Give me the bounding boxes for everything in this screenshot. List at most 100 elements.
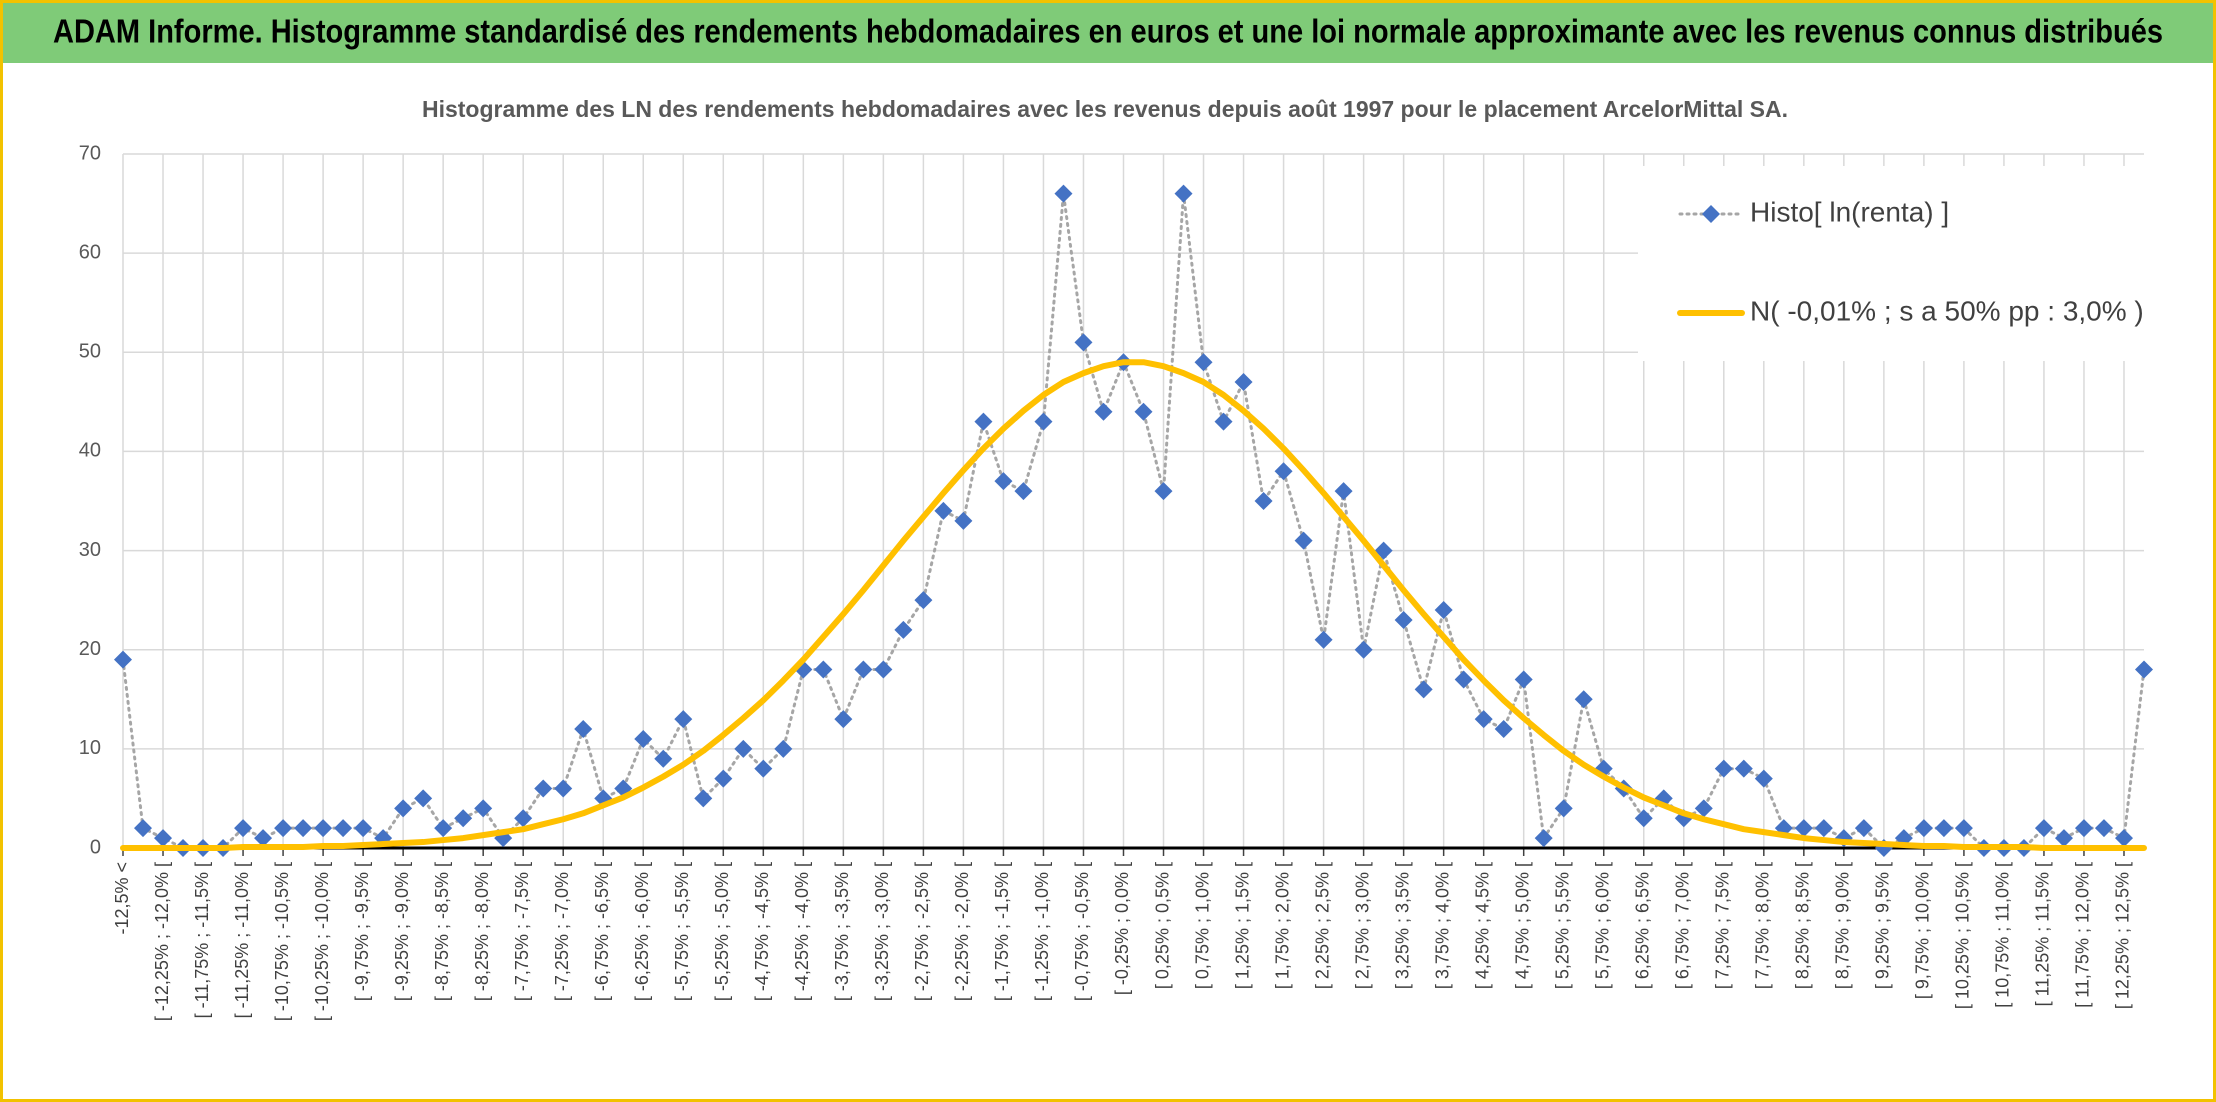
data-point	[1234, 373, 1253, 392]
legend-marker	[1702, 205, 1720, 223]
data-point	[1334, 482, 1353, 501]
x-tick-label: -12,5% <	[112, 862, 132, 935]
x-tick-label: [ 1,75% ; 2,0% [	[1272, 862, 1292, 989]
x-tick-label: [ -10,25% ; -10,0% [	[312, 862, 332, 1021]
data-point	[1014, 482, 1033, 501]
y-tick-label: 10	[79, 737, 101, 759]
x-tick-label: [ 8,25% ; 8,5% [	[1793, 862, 1813, 989]
data-point	[1034, 412, 1053, 431]
x-tick-label: [ -3,75% ; -3,5% [	[832, 862, 852, 1001]
x-tick-label: [ 3,75% ; 4,0% [	[1432, 862, 1452, 989]
x-tick-label: [ 11,75% ; 12,0% [	[2073, 862, 2093, 1008]
data-point	[1854, 819, 1873, 838]
data-point	[154, 829, 173, 848]
data-point	[1474, 710, 1493, 729]
x-tick-label: [ -6,75% ; -6,5% [	[592, 862, 612, 1001]
data-point	[974, 412, 993, 431]
data-point	[294, 819, 313, 838]
y-tick-label: 50	[79, 341, 101, 363]
data-point	[1154, 482, 1173, 501]
y-tick-label: 40	[79, 440, 101, 462]
x-tick-label: [ -12,25% ; -12,0% [	[152, 862, 172, 1021]
data-point	[874, 660, 893, 679]
data-point	[894, 620, 913, 639]
x-tick-label: [ -11,75% ; -11,5% [	[192, 862, 212, 1018]
data-point	[634, 729, 653, 748]
data-point	[2054, 829, 2073, 848]
x-tick-label: [ 4,75% ; 5,0% [	[1512, 862, 1532, 989]
x-tick-label: [ -6,25% ; -6,0% [	[632, 862, 652, 1001]
x-tick-label: [ 10,25% ; 10,5% [	[1953, 862, 1973, 1009]
data-point	[1694, 799, 1713, 818]
x-tick-label: [ 9,25% ; 9,5% [	[1873, 862, 1893, 989]
data-point	[554, 779, 573, 798]
y-tick-label: 20	[79, 638, 101, 660]
data-point	[834, 710, 853, 729]
x-tick-label: [ 2,25% ; 2,5% [	[1312, 862, 1332, 989]
data-point	[1434, 601, 1453, 620]
data-point	[1934, 819, 1953, 838]
data-point	[694, 789, 713, 808]
title-banner	[3, 3, 2213, 63]
data-point	[1294, 531, 1313, 550]
x-tick-label: [ 0,75% ; 1,0% [	[1192, 862, 1212, 989]
data-point	[734, 739, 753, 758]
legend-label: N( -0,01% ; s a 50% pp : 3,0% )	[1750, 295, 2144, 326]
data-point	[114, 650, 132, 669]
x-tick-label: [ 6,25% ; 6,5% [	[1633, 862, 1653, 989]
data-point	[434, 819, 453, 838]
data-point	[934, 501, 953, 520]
data-point	[414, 789, 433, 808]
x-tick-label: [ -7,75% ; -7,5% [	[512, 862, 532, 1001]
data-point	[534, 779, 553, 798]
x-tick-label: [ 11,25% ; 11,5% [	[2033, 862, 2053, 1006]
data-point	[1534, 829, 1553, 848]
x-tick-label: [ -5,75% ; -5,5% [	[672, 862, 692, 1001]
x-tick-label: [ -5,25% ; -5,0% [	[712, 862, 732, 1001]
data-point	[334, 819, 353, 838]
data-point	[1954, 819, 1973, 838]
data-point	[674, 710, 693, 729]
legend-box	[1638, 166, 2148, 361]
x-tick-label: [ -4,25% ; -4,0% [	[792, 862, 812, 1001]
data-point	[1454, 670, 1473, 689]
data-point	[1254, 492, 1273, 510]
data-point	[1634, 809, 1653, 828]
data-point	[1074, 333, 1093, 352]
x-tick-label: [ -7,25% ; -7,0% [	[552, 862, 572, 1001]
data-point	[774, 739, 793, 758]
data-point	[1554, 799, 1573, 818]
data-point	[2135, 660, 2153, 679]
data-point	[1374, 541, 1393, 560]
data-point	[854, 660, 873, 679]
data-point	[1054, 184, 1073, 203]
data-point	[314, 819, 333, 838]
data-point	[1734, 759, 1753, 778]
data-point	[2034, 819, 2053, 838]
data-point	[654, 749, 673, 768]
x-tick-label: [ 3,25% ; 3,5% [	[1392, 862, 1412, 989]
data-point	[914, 591, 933, 610]
x-tick-label: [ -0,25% ; 0,0% [	[1112, 862, 1132, 995]
x-tick-label: [ 5,75% ; 6,0% [	[1592, 862, 1612, 989]
data-point	[1794, 819, 1813, 838]
x-tick-label: [ 10,75% ; 11,0% [	[1993, 862, 2013, 1008]
x-tick-label: [ 0,25% ; 0,5% [	[1152, 862, 1172, 989]
data-point	[2094, 819, 2113, 838]
x-tick-label: [ -8,25% ; -8,0% [	[472, 862, 492, 1001]
data-point	[2114, 829, 2133, 848]
x-tick-label: [ -11,25% ; -11,0% [	[232, 862, 252, 1018]
x-tick-label: [ 5,25% ; 5,5% [	[1552, 862, 1572, 989]
data-point	[1354, 640, 1373, 659]
x-tick-label: [ 12,25% ; 12,5% [	[2113, 862, 2133, 1009]
data-point	[1494, 720, 1513, 739]
y-tick-label: 70	[79, 142, 101, 164]
data-point	[1814, 819, 1833, 838]
x-tick-label: [ -10,75% ; -10,5% [	[272, 862, 292, 1021]
x-tick-label: [ 7,25% ; 7,5% [	[1713, 862, 1733, 989]
x-tick-label: [ -4,75% ; -4,5% [	[752, 862, 772, 1001]
y-tick-label: 60	[79, 241, 101, 263]
data-point	[514, 809, 533, 828]
data-point	[254, 829, 273, 848]
